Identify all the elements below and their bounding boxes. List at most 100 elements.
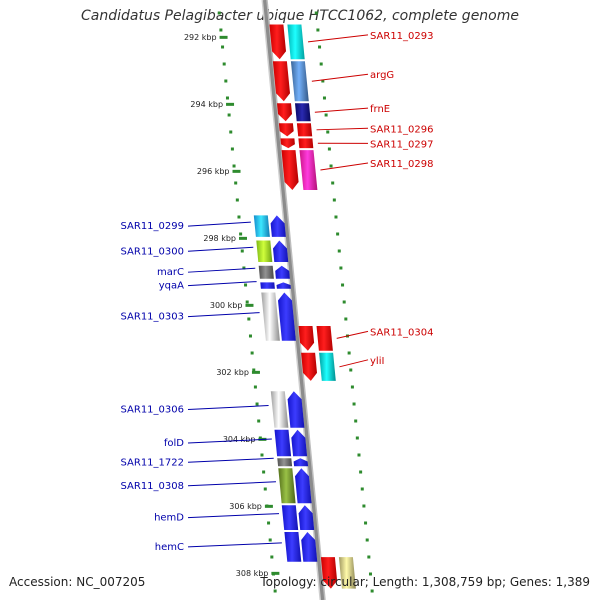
forward-gene-label: SAR11_0308 xyxy=(121,481,185,492)
reverse-label-leader xyxy=(314,107,369,113)
reverse-gene-label: SAR11_0304 xyxy=(370,327,434,338)
forward-label-leader xyxy=(187,457,274,463)
tick-mark xyxy=(271,571,280,575)
reverse-label-leader xyxy=(336,330,369,339)
dots-right xyxy=(331,181,335,185)
dots-right xyxy=(365,538,369,542)
reverse-gene-arrow xyxy=(269,24,286,60)
forward-gene-block xyxy=(258,265,274,279)
dots-right xyxy=(354,419,358,423)
dots-left xyxy=(217,11,221,15)
forward-gene-label: marC xyxy=(157,267,184,278)
accession-label: Accession: NC_007205 xyxy=(9,575,146,589)
reverse-gene-block xyxy=(298,138,314,149)
reverse-gene-label: SAR11_0298 xyxy=(370,159,434,170)
dots-right xyxy=(357,453,361,457)
dots-left xyxy=(268,538,272,542)
dots-left xyxy=(273,589,277,593)
dots-left xyxy=(227,113,231,117)
dots-left xyxy=(221,45,225,49)
dots-left xyxy=(263,487,267,491)
tick-label: 294 kbp xyxy=(190,100,223,109)
dots-left xyxy=(235,198,239,202)
forward-gene-arrow xyxy=(295,468,312,504)
reverse-gene-arrow xyxy=(277,103,292,122)
dots-left xyxy=(252,368,256,372)
dots-left xyxy=(260,453,264,457)
dots-left xyxy=(253,385,257,389)
tick-mark xyxy=(264,504,273,508)
dots-left xyxy=(230,147,234,151)
forward-gene-label: SAR11_1722 xyxy=(121,457,185,468)
dots-right xyxy=(349,368,353,372)
reverse-gene-block xyxy=(316,326,333,351)
dots-left xyxy=(237,215,241,219)
dots-left xyxy=(247,317,251,321)
forward-gene-arrow xyxy=(276,282,291,289)
forward-gene-arrow xyxy=(278,292,296,341)
reverse-gene-label: yliI xyxy=(370,356,384,367)
forward-label-leader xyxy=(187,513,280,519)
dots-right xyxy=(336,232,340,236)
dots-left xyxy=(267,521,271,525)
tick-mark xyxy=(226,102,235,106)
forward-gene-label: hemC xyxy=(155,542,184,553)
forward-label-leader xyxy=(187,221,251,227)
forward-gene-arrow xyxy=(291,429,308,457)
tick-label: 304 kbp xyxy=(223,435,256,444)
dots-right xyxy=(352,402,356,406)
forward-gene-block xyxy=(253,215,270,237)
forward-label-leader xyxy=(187,438,272,444)
dots-right xyxy=(329,164,333,168)
dots-right xyxy=(370,589,374,593)
dots-right xyxy=(367,555,371,559)
backbone-highlight xyxy=(266,0,326,600)
reverse-label-leader xyxy=(307,34,369,43)
dots-right xyxy=(327,147,331,151)
reverse-gene-label: argG xyxy=(370,70,394,81)
forward-gene-block xyxy=(256,240,273,262)
reverse-gene-label: SAR11_0297 xyxy=(370,139,434,150)
forward-gene-label: SAR11_0303 xyxy=(121,312,185,323)
dots-left xyxy=(257,419,261,423)
tick-mark xyxy=(245,303,254,307)
tick-label: 308 kbp xyxy=(236,569,269,578)
genome-summary: Topology: circular; Length: 1,308,759 bp… xyxy=(260,575,590,589)
genome-title: Candidatus Pelagibacter ubique HTCC1062,… xyxy=(80,8,519,24)
forward-gene-label: hemD xyxy=(154,513,184,524)
forward-gene-block xyxy=(270,391,289,428)
forward-gene-block xyxy=(260,282,275,289)
reverse-gene-label: frnE xyxy=(370,104,390,115)
dots-right xyxy=(368,572,372,576)
tick-label: 298 kbp xyxy=(203,234,236,243)
dots-right xyxy=(341,283,345,287)
reverse-label-leader xyxy=(316,127,369,131)
reverse-label-leader xyxy=(311,73,369,82)
dots-left xyxy=(239,232,243,236)
forward-gene-block xyxy=(261,292,280,341)
forward-label-leader xyxy=(187,405,269,411)
forward-gene-block xyxy=(284,532,302,562)
forward-gene-label: folD xyxy=(164,438,184,449)
reverse-gene-block xyxy=(299,150,318,190)
dots-right xyxy=(359,470,363,474)
tick-mark xyxy=(251,370,260,374)
reverse-gene-arrow xyxy=(320,557,338,589)
forward-gene-label: yqaA xyxy=(159,281,184,292)
dots-right xyxy=(319,62,323,66)
dots-right xyxy=(324,113,328,117)
dots-left xyxy=(248,334,252,338)
dots-right xyxy=(332,198,336,202)
dots-right xyxy=(334,215,338,219)
forward-label-leader xyxy=(187,481,276,487)
forward-label-leader xyxy=(187,542,282,548)
forward-gene-arrow xyxy=(270,215,286,237)
forward-gene-arrow xyxy=(275,265,290,279)
reverse-gene-arrow xyxy=(281,150,299,190)
dots-left xyxy=(219,28,223,32)
dots-right xyxy=(355,436,359,440)
forward-gene-block xyxy=(281,505,299,530)
dots-left xyxy=(270,555,274,559)
